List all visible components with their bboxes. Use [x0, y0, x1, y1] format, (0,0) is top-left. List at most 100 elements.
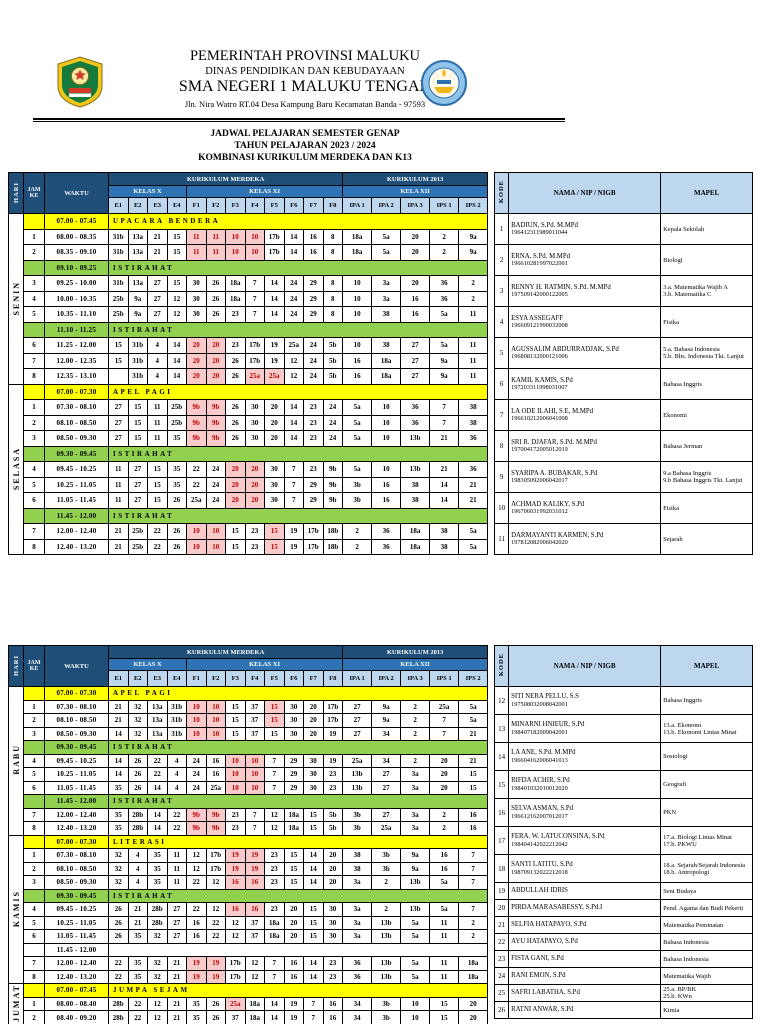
schedule-cell: 16	[342, 368, 373, 385]
teacher-subject-cell: 9.a Bahasa Inggris 9.b Bahasa Inggris Tkt…	[660, 461, 754, 493]
schedule-cell: 29	[303, 492, 324, 509]
schedule-cell: 27	[166, 902, 187, 917]
schedule-cell: 7	[303, 1010, 324, 1024]
schedule-cell: 20	[303, 713, 324, 728]
time-cell: 12.40 - 13.20	[44, 821, 109, 836]
schedule-row: 3 08.50 - 09.30 14 32 13a 31b 10 10 15 37 15 30 20 19…	[9, 726, 489, 741]
nama-header: NAMA / NIP / NIGB	[508, 172, 662, 214]
header-row-kelas: KELAS X KELAS XI KELA XII	[9, 658, 489, 671]
schedule-row: 5 10.35 - 11.10 25b 9a 27 12 30 26 23 7 14 24 29 8 10 3…	[9, 306, 489, 323]
subject-line: Biologi	[663, 256, 683, 264]
schedule-cell: 20	[283, 902, 304, 917]
schedule-cell: 20	[225, 492, 246, 509]
schedule-cell: 25b	[127, 523, 148, 540]
schedule-cell: 26	[108, 915, 129, 930]
schedule-cell: 13a	[127, 228, 148, 245]
schedule-cell: 9a	[127, 306, 148, 323]
period-number-cell	[23, 942, 45, 957]
class-column-header: E3	[147, 670, 168, 687]
activity-label-cell	[107, 942, 489, 957]
schedule-cell: 27	[127, 476, 148, 493]
school-logo	[421, 60, 467, 106]
schedule-cell: 2	[429, 821, 460, 836]
schedule-cell: 26	[225, 352, 246, 369]
schedule-cell: 29	[303, 476, 324, 493]
schedule-cell: 17b	[322, 713, 344, 728]
schedule-cell: 12	[225, 915, 246, 930]
schedule-row: 6 11.25 - 12.00 15 31b 4 14 20 20 23 17b 19 25a 24 5b…	[9, 337, 489, 354]
class-column-header: F2	[205, 197, 226, 214]
schedule-cell: 2	[400, 713, 431, 728]
schedule-cell: 35	[147, 875, 168, 890]
schedule-cell: 3a	[400, 767, 431, 782]
day-label-cell: SELASA	[8, 383, 24, 555]
period-number-cell: 2	[23, 244, 45, 261]
schedule-row: SENIN 07.00 - 07.45 UPACARA BENDERA	[8, 213, 489, 385]
schedule-cell: 36	[400, 414, 431, 431]
schedule-cell: 13a	[147, 713, 168, 728]
schedule-cell: 32	[108, 875, 129, 890]
teacher-body: 1 BADIUN, S.Pd. M.MPd 196412311989011044 Ke…	[494, 213, 754, 555]
teacher-name-cell: DARMAYANTI KARMEN, S.Pd 19781208200604202…	[508, 523, 662, 555]
schedule-body: RABU 07.00 - 07.30 APEL PAGI 1 07.30 - 08.10…	[8, 686, 489, 1024]
teacher-subject-cell: 13.a. Ekonomi 13.b. Ekonomi Lintas Minat	[660, 714, 754, 743]
schedule-cell: 29	[303, 275, 324, 292]
schedule-cell: 20	[225, 476, 246, 493]
schedule-cell: 25a	[205, 780, 226, 795]
schedule-cell: 10	[342, 290, 373, 307]
schedule-cell: 32	[147, 929, 168, 944]
schedule-cell: 15	[127, 414, 148, 431]
schedule-cell: 23	[264, 861, 285, 876]
schedule-cell: 27	[127, 461, 148, 478]
schedule-cell: 23	[264, 848, 285, 863]
schedule-cell: 24	[303, 337, 324, 354]
subject-line: 5.b. Bhs. Indonesia Tkt. Lanjut	[663, 353, 744, 360]
time-cell: 12.35 - 13.10	[44, 368, 109, 385]
schedule-row: 5 10.25 - 11.05 14 26 22 4 24 16 10 10 7 29 30 23 13b 2…	[9, 767, 489, 782]
schedule-cell: 10	[244, 244, 265, 261]
schedule-cell: 16	[244, 875, 265, 890]
schedule-cell: 13b	[400, 461, 431, 478]
schedule-row: 4 09.45 - 10.25 26 21 28b 27 22 12 16 16 23 20 15 30 3…	[9, 902, 489, 917]
period-number-cell: 2	[23, 414, 45, 431]
teacher-header-row: KODE NAMA / NIP / NIGB MAPEL	[494, 172, 754, 214]
time-cell: 10.25 - 11.05	[44, 476, 109, 493]
subject-line: 9.b Bahasa Inggris Tkt. Lanjut	[663, 477, 743, 484]
schedule-cell: 9a	[400, 861, 431, 876]
schedule-cell: 38	[458, 414, 489, 431]
schedule-cell: 35	[166, 476, 187, 493]
period-number-cell	[23, 445, 45, 462]
teacher-code-cell: 24	[494, 967, 510, 985]
schedule-cell: 7	[283, 476, 304, 493]
schedule-cell: 4	[147, 352, 168, 369]
schedule-cell: 26	[166, 492, 187, 509]
schedule-cell: 32	[127, 699, 148, 714]
schedule-cell: 7	[244, 275, 265, 292]
schedule-cell: 24	[205, 476, 226, 493]
schedule-cell: 26	[166, 523, 187, 540]
time-cell: 12.00 - 12.40	[44, 807, 109, 822]
teacher-nip: 196808132000121006	[511, 353, 568, 361]
jam-ke-header: JAM KE	[23, 645, 45, 687]
schedule-cell: 10	[205, 726, 226, 741]
subject-line: Seni Budaya	[663, 887, 697, 895]
period-number-cell: 1	[23, 996, 45, 1012]
schedule-cell: 18a	[342, 244, 373, 261]
schedule-cell: 4	[127, 875, 148, 890]
teacher-subject-cell: Fisika	[660, 492, 754, 524]
schedule-cell: 35	[108, 807, 129, 822]
teacher-code-cell: 19	[494, 882, 510, 900]
schedule-cell: 38	[429, 538, 460, 555]
time-cell: 08.10 - 08.50	[44, 861, 109, 876]
schedule-row: 1 08.00 - 08.35 31b 13a 21 15 11 11 10 10 17b 14 16 8…	[9, 228, 489, 245]
schedule-cell: 7	[283, 492, 304, 509]
schedule-cell: 21	[166, 1010, 187, 1024]
teacher-nip: 196609121990032008	[511, 322, 568, 330]
schedule-cell: 10	[186, 523, 207, 540]
schedule-cell: 18a	[400, 523, 431, 540]
teacher-nip: 197812082006042020	[511, 539, 568, 547]
schedule-cell: 20	[429, 780, 460, 795]
kelas-xii-header: KELA XII	[342, 185, 489, 198]
schedule-cell: 32	[147, 969, 168, 984]
schedule-row: 2 08.10 - 08.50 27 15 11 25b 9b 9b 26 30 20 14 23 24 5…	[9, 414, 489, 431]
